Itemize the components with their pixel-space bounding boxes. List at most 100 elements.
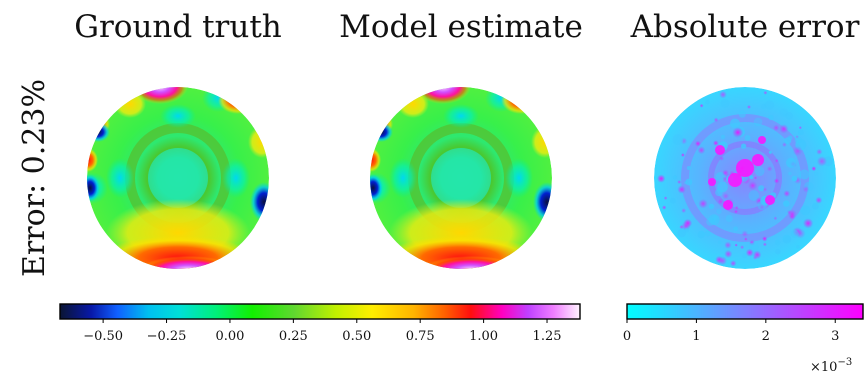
colorbar-field-gradient	[60, 304, 580, 319]
error-speckle	[719, 90, 727, 99]
error-speckle	[788, 171, 792, 176]
error-speckle	[757, 200, 767, 210]
row-label-error: Error: 0.23%	[17, 79, 52, 277]
error-speckle	[677, 180, 682, 184]
error-speckle	[733, 226, 738, 232]
error-speckle	[699, 103, 704, 108]
error-speckle	[724, 241, 732, 249]
error-speckle	[677, 228, 686, 238]
error-speckle	[679, 224, 684, 230]
error-speckle	[753, 176, 758, 180]
error-speckle	[768, 150, 772, 154]
error-speckle	[730, 118, 740, 129]
error-speckle	[816, 156, 828, 167]
error-speckle	[708, 203, 715, 210]
error-speckle	[775, 248, 781, 255]
colorbar-field-tick-label: 0.75	[406, 329, 435, 344]
colorbar-field: −0.50 −0.25 0.00 0.25 0.50 0.75 1.00 1.25	[59, 303, 581, 344]
error-speckle	[716, 208, 722, 214]
error-speckle	[720, 98, 730, 108]
error-speckle	[794, 136, 802, 144]
error-speckle	[799, 169, 810, 180]
error-speckle	[753, 117, 763, 127]
error-speckle	[657, 174, 666, 183]
colorbar-error-frame	[626, 303, 864, 320]
error-hotspot	[765, 195, 775, 205]
error-speckle	[741, 143, 747, 149]
error-speckle	[722, 169, 729, 177]
error-speckle	[766, 165, 773, 172]
error-speckle	[661, 205, 667, 210]
error-speckle	[744, 237, 748, 241]
colorbar-error-tick-label: 1	[692, 329, 700, 344]
error-speckle	[764, 100, 775, 110]
error-hotspot	[715, 145, 725, 155]
error-speckle	[705, 99, 710, 105]
error-speckle	[748, 190, 760, 201]
colorbar-field-tick-label: 1.25	[533, 329, 562, 344]
error-speckle	[720, 134, 726, 140]
colorbar-field-tick-label: 0.50	[342, 329, 371, 344]
colorbar-error-scale-factor: ×10−3	[810, 357, 852, 375]
error-speckle	[758, 185, 765, 192]
error-speckle	[761, 236, 768, 242]
error-speckle	[734, 243, 738, 247]
error-speckle	[694, 140, 701, 147]
error-hotspot	[736, 159, 754, 177]
error-speckle	[816, 148, 823, 155]
error-speckle	[724, 249, 733, 259]
error-speckle	[741, 253, 747, 259]
error-speckle	[740, 245, 745, 250]
error-speckle	[773, 178, 780, 184]
error-speckle	[749, 175, 754, 180]
colorbar-field-tick-label: −0.50	[83, 329, 123, 344]
panel-title-absolute-error: Absolute error	[630, 9, 860, 45]
colorbar-error-gradient	[627, 304, 863, 319]
error-speckle	[734, 205, 739, 210]
colorbar-field-tick-label: 1.00	[469, 329, 498, 344]
error-speckle	[759, 205, 765, 210]
error-speckle	[768, 114, 774, 121]
error-speckle	[814, 171, 819, 176]
error-speckle	[762, 187, 768, 192]
error-speckle	[744, 135, 751, 141]
error-speckle	[815, 196, 823, 204]
error-speckle	[786, 157, 796, 168]
error-speckle	[779, 108, 788, 117]
colorbar-error-tick-label: 0	[623, 329, 631, 344]
error-speckle	[772, 124, 780, 132]
error-speckle	[725, 214, 733, 222]
error-speckle	[762, 242, 767, 247]
error-speckle	[748, 180, 758, 191]
error-speckle	[774, 158, 779, 163]
error-speckle	[672, 134, 684, 146]
error-speckle	[791, 230, 799, 238]
ground-truth-heatmap	[76, 68, 278, 284]
error-speckle	[811, 166, 817, 172]
error-speckle	[719, 156, 725, 161]
colorbar-error-tick-label: 3	[831, 329, 839, 344]
error-hotspot	[708, 178, 716, 186]
error-speckle	[722, 192, 730, 200]
error-speckle	[752, 250, 762, 260]
error-speckle	[783, 200, 790, 207]
error-speckle	[713, 117, 719, 123]
error-speckle	[717, 198, 724, 205]
error-speckle	[745, 248, 754, 257]
colorbar-field-tick-label: 0.00	[215, 329, 244, 344]
error-speckle	[741, 230, 749, 238]
error-speckle	[784, 137, 792, 145]
error-speckle	[715, 188, 723, 197]
error-speckle	[782, 234, 792, 244]
error-speckle	[796, 245, 800, 249]
error-speckle	[792, 146, 803, 157]
error-hotspot	[758, 136, 766, 144]
error-speckle	[672, 175, 678, 180]
error-speckle	[686, 166, 691, 170]
error-speckle	[779, 124, 789, 134]
error-speckle	[685, 178, 693, 186]
error-hotspot	[728, 173, 742, 187]
error-speckle	[704, 230, 711, 237]
error-speckle	[754, 166, 765, 177]
